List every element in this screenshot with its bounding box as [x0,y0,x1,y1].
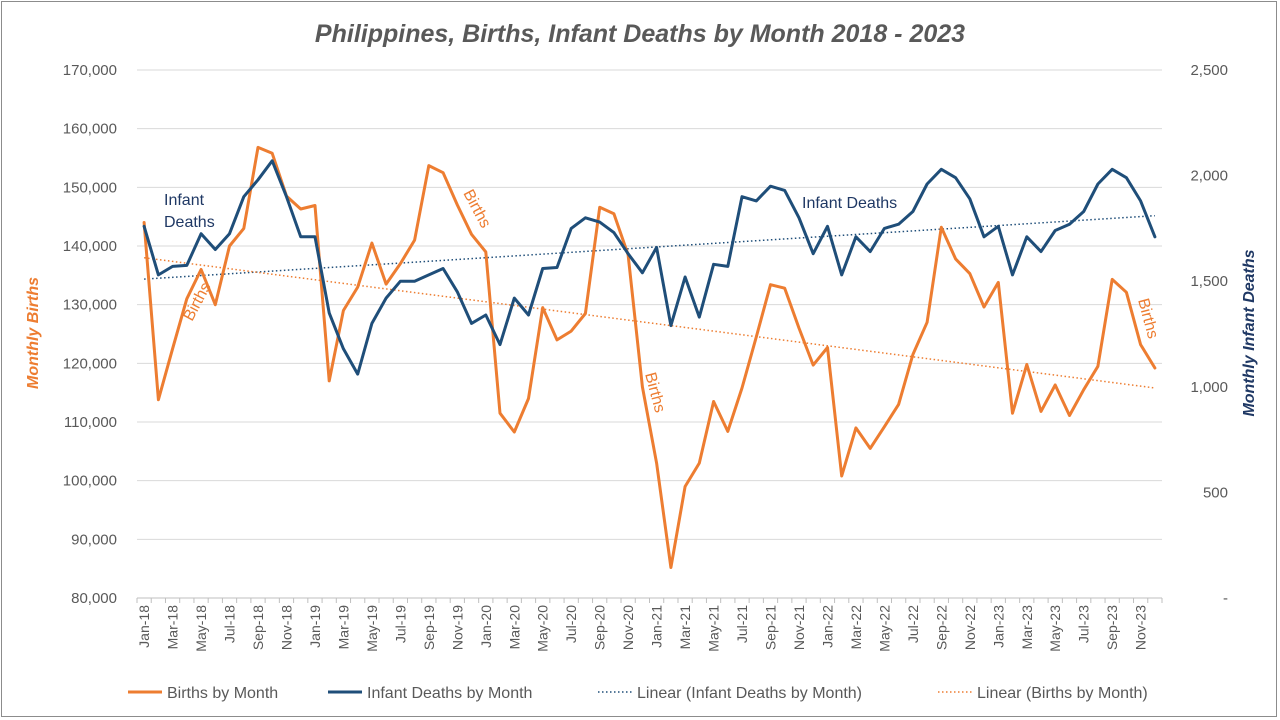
x-tick-label: Sep-20 [592,605,608,650]
x-tick-label: Jan-20 [478,605,494,648]
legend: Births by Month Infant Deaths by Month Lin… [128,685,1148,702]
x-tick-label: May-22 [876,605,892,652]
x-tick-label: May-20 [535,605,551,652]
y-left-tick-label: 150,000 [63,179,117,196]
x-tick-label: Jul-20 [563,605,579,643]
births-line [142,145,1157,569]
x-tick-label: Mar-22 [848,605,864,650]
annotation-births-2: Births [459,187,493,231]
x-tick-label: Sep-22 [933,605,949,650]
y-left-tick-label: 100,000 [63,473,117,490]
y-right-tick-label: - [1223,590,1228,607]
x-tick-label: Sep-19 [421,605,437,650]
y-left-tick-label: 90,000 [71,531,117,548]
legend-label: Infant Deaths by Month [367,685,532,702]
y-left-tick-label: 160,000 [63,121,117,138]
x-tick-label: Jan-18 [136,605,152,648]
chart-title: Philippines, Births, Infant Deaths by Mo… [315,20,965,48]
x-tick-label: May-19 [364,605,380,652]
x-tick-label: Nov-23 [1133,605,1149,650]
annotation-infant-deaths-1-line2: Deaths [164,214,215,231]
legend-label: Linear (Infant Deaths by Month) [637,685,862,702]
x-tick-label: Nov-22 [962,605,978,650]
y-right-tick-label: 1,000 [1190,379,1228,396]
y-axis-right-title: Monthly Infant Deaths [1241,249,1258,416]
x-tick-label: May-18 [193,605,209,652]
x-tick-label: Sep-18 [250,605,266,650]
x-tick-label: Jan-23 [990,605,1006,648]
births-trendline [144,256,1155,389]
y-left-tick-label: 120,000 [63,355,117,372]
x-tick-label: Jul-18 [222,605,238,643]
y-left-tick-label: 130,000 [63,297,117,314]
y-right-tick-label: 2,500 [1190,62,1228,79]
y-axis-left-title: Monthly Births [25,277,42,389]
axes: 80,000 90,000 100,000 110,000 120,000 130,000… [63,62,1228,652]
x-tick-label: Mar-19 [335,605,351,650]
series-lines [142,145,1157,569]
legend-label: Linear (Births by Month) [977,685,1148,702]
x-tick-label: Mar-21 [677,605,693,650]
x-tick-label: Jan-21 [649,605,665,648]
x-tick-label: Sep-23 [1104,605,1120,650]
x-tick-label: Mar-20 [506,605,522,650]
x-tick-label: Nov-20 [620,605,636,650]
x-tick-label: Jan-22 [819,605,835,648]
y-left-tick-label: 140,000 [63,238,117,255]
y-right-tick-label: 1,500 [1190,273,1228,290]
y-right-tick-label: 500 [1203,484,1228,501]
trendlines [144,214,1155,389]
legend-label: Births by Month [167,685,278,702]
x-tick-label: Jan-19 [307,605,323,648]
annotation-infant-deaths-1-line1: Infant [164,192,205,209]
x-tick-label: Mar-23 [1019,605,1035,650]
y-right-tick-label: 2,000 [1190,168,1228,185]
y-left-tick-label: 170,000 [63,62,117,79]
annotation-infant-deaths-2: Infant Deaths [802,195,897,212]
infant-deaths-line [142,159,1157,376]
x-tick-label: May-21 [706,605,722,652]
x-tick-label: Nov-19 [449,605,465,650]
infant-deaths-trendline [144,214,1155,280]
x-tick-label: Jul-22 [905,605,921,643]
x-tick-label: Jul-23 [1076,605,1092,643]
x-tick-label: Nov-18 [278,605,294,650]
x-tick-label: May-23 [1047,605,1063,652]
gridlines [137,69,1162,540]
x-tick-label: Nov-21 [791,605,807,650]
x-tick-label: Jul-21 [734,605,750,643]
x-tick-label: Sep-21 [763,605,779,650]
y-left-tick-label: 110,000 [64,414,117,431]
x-tick-label: Mar-18 [165,605,181,650]
x-tick-label: Jul-19 [392,605,408,643]
y-left-tick-label: 80,000 [71,590,117,607]
